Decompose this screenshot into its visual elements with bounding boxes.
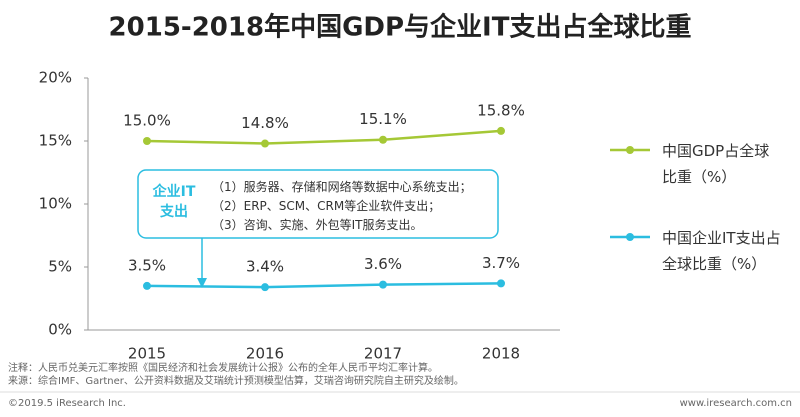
data-label: 3.6% [364,255,402,273]
x-tick-label: 2015 [128,345,166,363]
data-point [497,279,505,288]
data-point [261,139,269,148]
data-point [143,281,151,290]
data-label: 15.1% [359,110,407,128]
annotation-lines: （1）服务器、存储和网络等数据中心系统支出； （2）ERP、SCM、CRM等企业… [212,178,472,235]
series-line [146,282,502,289]
data-point [497,126,505,135]
annotation-box [137,169,499,239]
x-tick-label: 2017 [364,345,402,363]
x-tick-label: 2018 [482,345,520,363]
data-label: 3.4% [246,258,284,276]
note: 来源：综合IMF、Gartner、公开资料数据及艾瑞统计预测模型估算，艾瑞咨询研… [8,376,464,387]
data-point [143,137,151,145]
data-label: 15.8% [477,101,525,119]
data-label: 14.8% [241,114,289,132]
annotation-line: （3）咨询、实施、外包等IT服务支出。 [212,218,423,232]
y-tick-label: 5% [48,258,72,276]
y-tick-label: 15% [39,132,72,150]
annotation-line: （2）ERP、SCM、CRM等企业软件支出； [212,199,441,213]
legend-marker [626,233,634,241]
notes: 注释：人民币兑美元汇率按照《国民经济和社会发展统计公报》公布的全年人民币平均汇率… [8,362,464,388]
data-label: 3.5% [128,256,166,274]
data-point [379,280,387,289]
data-point [379,135,387,144]
note: 注释：人民币兑美元汇率按照《国民经济和社会发展统计公报》公布的全年人民币平均汇率… [8,363,438,374]
annotation-line: （1）服务器、存储和网络等数据中心系统支出； [212,180,472,194]
legend-label: 中国企业IT支出占全球比重（%） [662,229,781,273]
data-label: 15.0% [123,112,171,130]
data-point [261,283,269,292]
x-tick-label: 2016 [246,345,284,363]
series-line [146,129,502,145]
y-tick-label: 20% [39,69,72,87]
legend-label: 中国GDP占全球比重（%） [662,142,770,186]
copyright: ©2019.5 iResearch Inc. [8,398,126,409]
y-tick-label: 0% [48,321,72,339]
legend-marker [626,146,634,154]
chart-title: 2015-2018年中国GDP与企业IT支出占全球比重 [109,12,692,43]
website: www.iresearch.com.cn [679,398,792,409]
annotation-arrowhead [197,278,207,288]
y-tick-label: 10% [39,195,72,213]
annotation-title: 企业IT支出 [152,184,196,220]
data-label: 3.7% [482,254,520,272]
